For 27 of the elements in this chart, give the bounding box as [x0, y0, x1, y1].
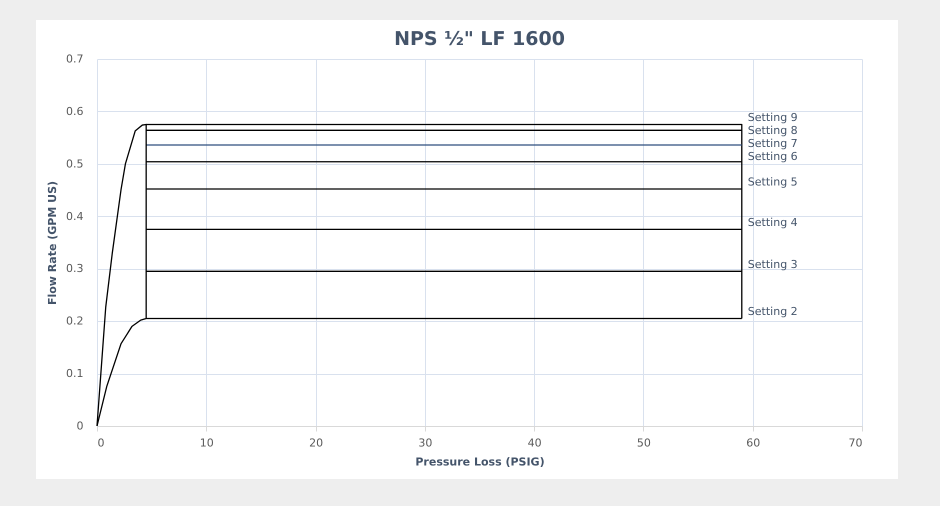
y-tick-label: 0.2 — [66, 314, 84, 328]
y-tick-label: 0.4 — [66, 210, 84, 223]
y-tick-label: 0 — [76, 420, 84, 432]
x-tick-label: 70 — [848, 436, 862, 450]
series-label: Setting 7 — [748, 137, 798, 150]
series-label: Setting 6 — [748, 150, 798, 164]
y-tick-label: 0.7 — [66, 52, 84, 66]
series-label: Setting 9 — [748, 111, 798, 124]
series-label: Setting 5 — [748, 176, 798, 189]
x-tick-label: 20 — [309, 436, 324, 450]
x-tick-label: 10 — [200, 436, 214, 450]
y-tick-label: 0.3 — [66, 262, 84, 276]
series-label: Setting 8 — [748, 124, 798, 138]
chart-title: NPS ½" LF 1600 — [394, 28, 565, 50]
y-tick-label: 0.6 — [66, 104, 84, 118]
series-label: Setting 4 — [748, 216, 798, 229]
x-axis-title: Pressure Loss (PSIG) — [415, 456, 545, 468]
y-tick-label: 0.1 — [66, 367, 84, 380]
x-tick-label: 40 — [528, 436, 542, 450]
x-tick-label: 50 — [636, 436, 651, 450]
y-axis-title: Flow Rate (GPM US) — [46, 180, 60, 306]
series-label: Setting 2 — [748, 305, 798, 318]
y-tick-label: 0.5 — [66, 157, 84, 170]
series-label: Setting 3 — [748, 258, 798, 271]
x-tick-label: 30 — [418, 436, 432, 450]
x-tick-label: 60 — [746, 436, 760, 450]
x-tick-label: 0 — [98, 436, 104, 450]
